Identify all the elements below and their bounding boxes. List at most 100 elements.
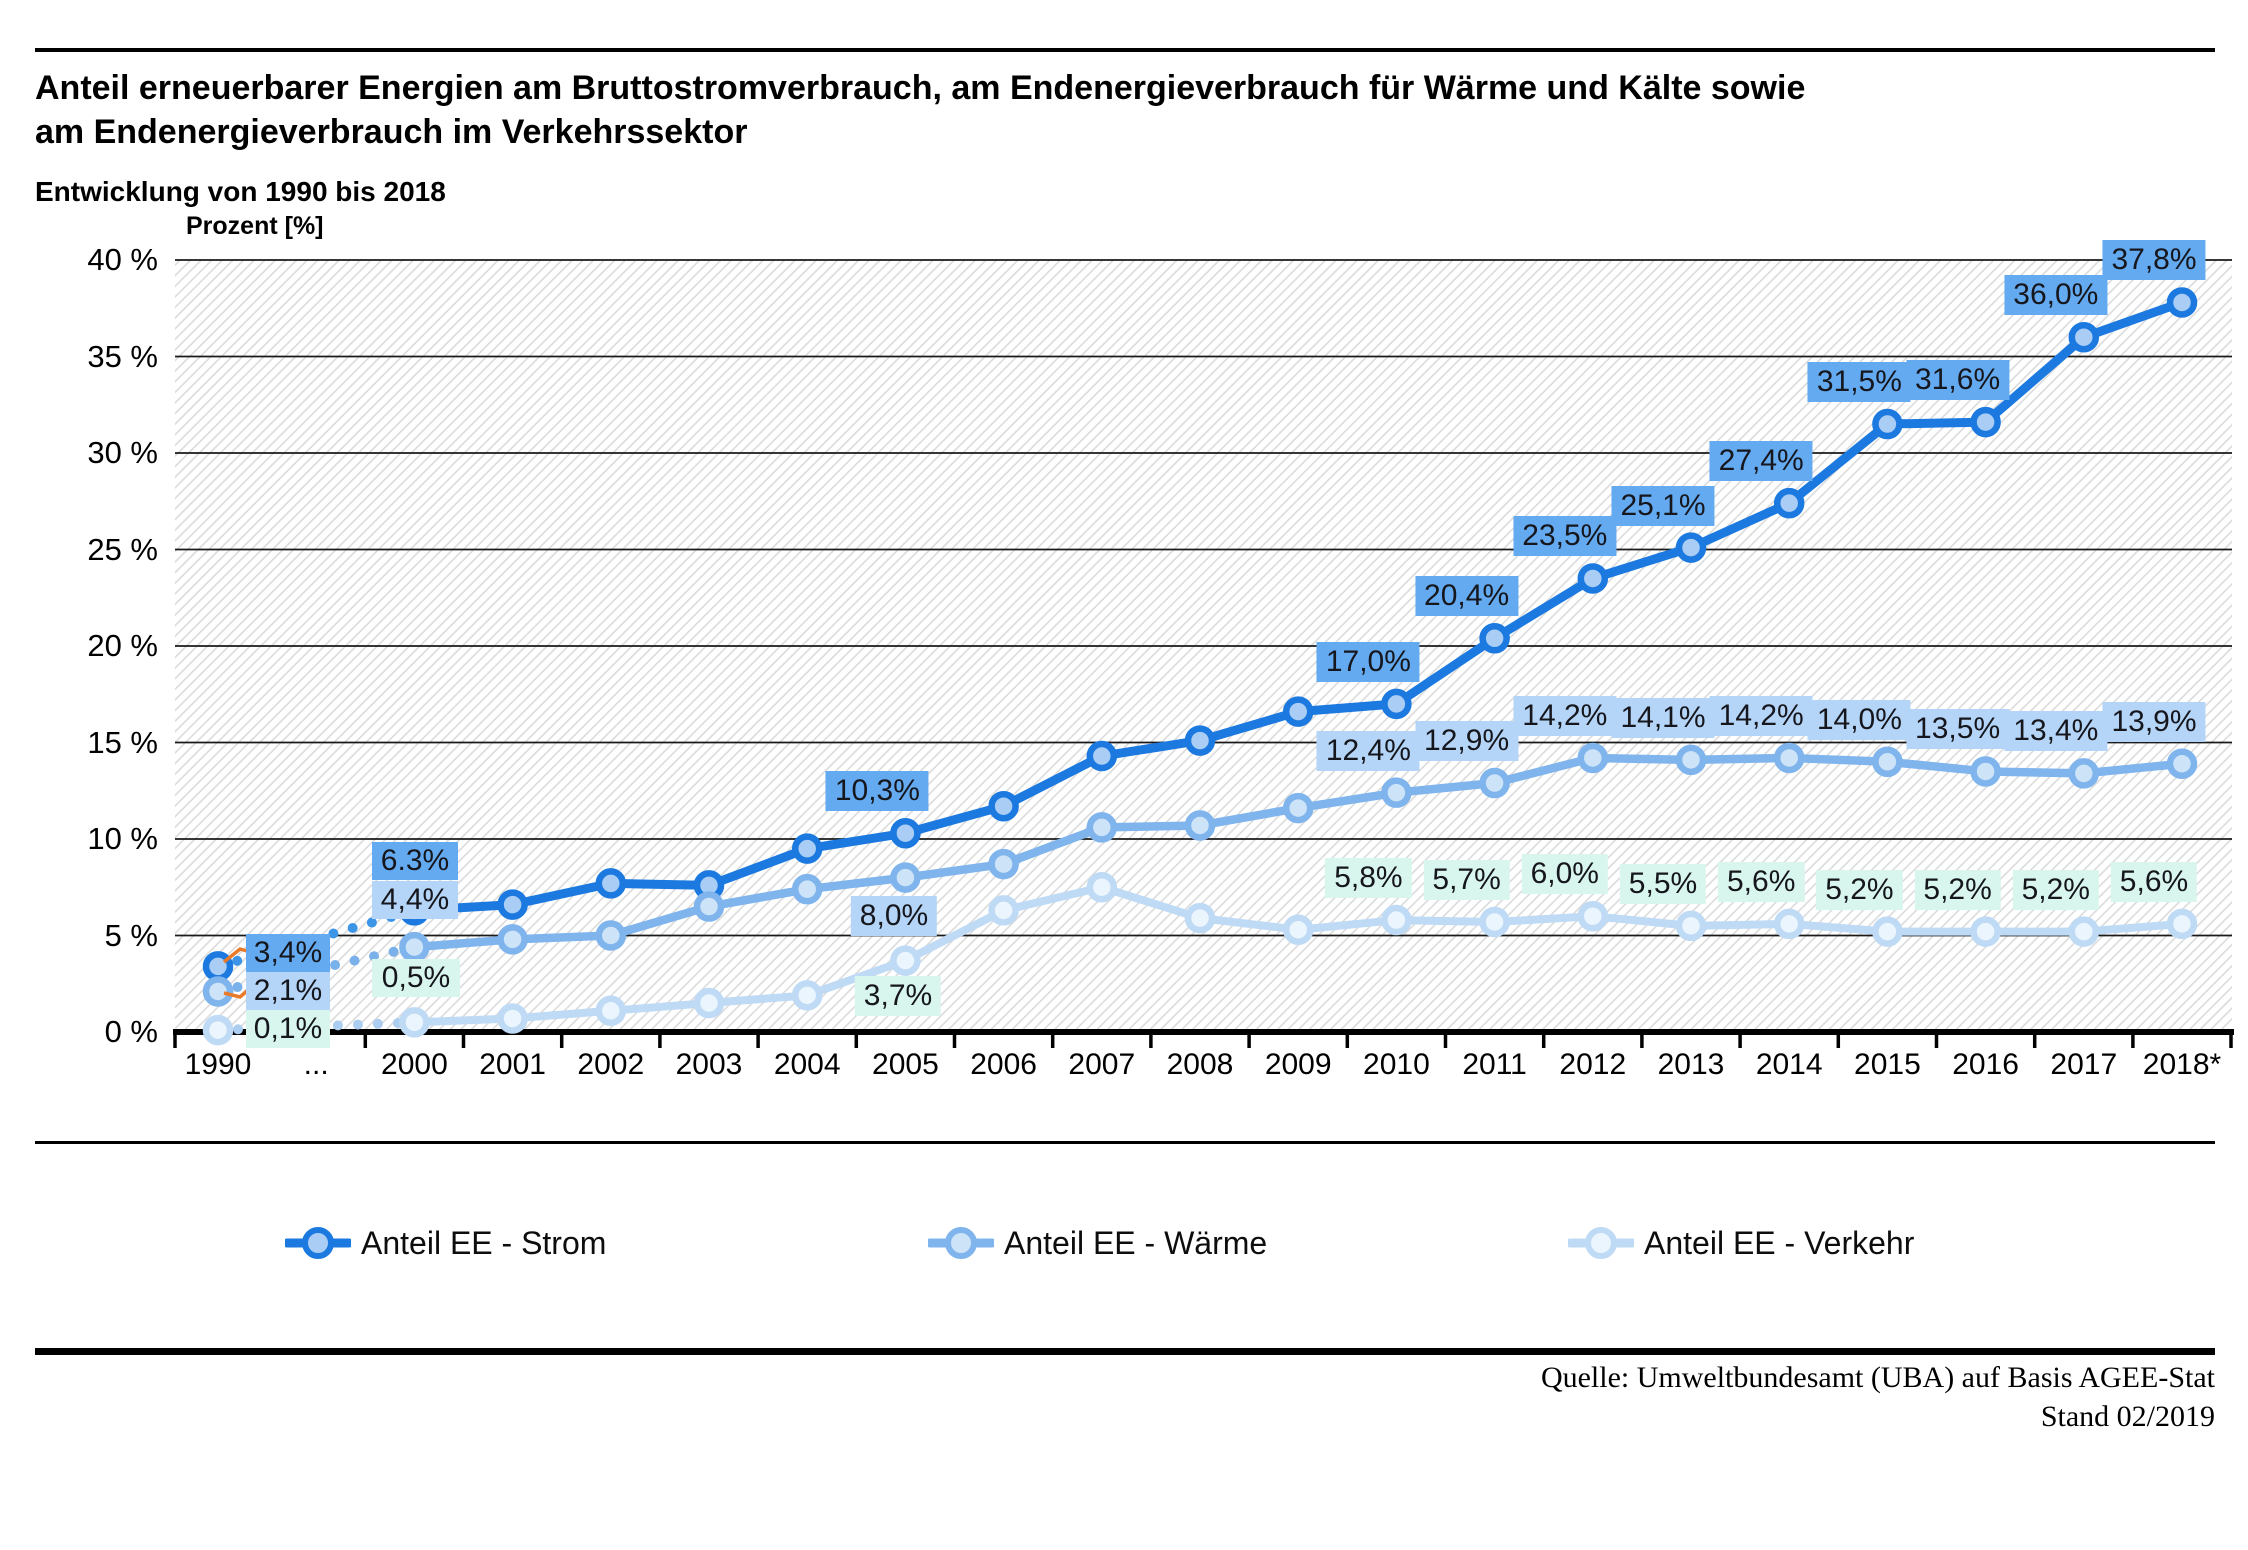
verkehr-marker-2016 <box>1970 916 2001 947</box>
wrme-marker-2010 <box>1381 777 1412 808</box>
callout-wrme-2013: 14,1% <box>1611 697 1715 738</box>
wrme-marker-2018* <box>2166 748 2198 779</box>
verkehr-marker-2005 <box>890 945 921 976</box>
wrme-marker-2009 <box>1282 792 1314 824</box>
legend-label-verkehr: Anteil EE - Verkehr <box>1644 1224 1915 1261</box>
verkehr-marker-2009 <box>1282 914 1314 945</box>
wrme-marker-2015 <box>1872 746 1903 778</box>
chart-title: Anteil erneuerbarer Energien am Bruttost… <box>35 66 1805 154</box>
verkehr-marker-2002 <box>595 995 627 1027</box>
wrme-marker-2013 <box>1675 744 1707 776</box>
legend-label-wrme: Anteil EE - Wärme <box>1004 1224 1268 1261</box>
callout-wrme-2000: 4,4% <box>372 881 458 919</box>
callout-strom-2017: 36,0% <box>2004 275 2108 316</box>
callout-wrme-2010: 12,4% <box>1316 730 1420 771</box>
callout-strom-2014: 27,4% <box>1709 441 1813 482</box>
callout-wrme-2005: 8,0% <box>850 896 938 936</box>
x-axis-label-2003: 2003 <box>675 1048 743 1081</box>
strom-marker-2004 <box>791 833 823 864</box>
callout-strom-2005: 10,3% <box>825 771 929 812</box>
y-axis-label: 15 % <box>87 724 158 760</box>
callout-strom-2018: 37,8% <box>2102 240 2206 281</box>
legend-item-wrme: Anteil EE - Wärme <box>928 1222 1267 1264</box>
y-axis-label: 30 % <box>87 435 158 470</box>
wrme-marker-2007 <box>1086 812 1118 843</box>
connector-strom-1990 <box>222 947 248 964</box>
callout-wrme-2012: 14,2% <box>1513 695 1617 736</box>
callout-verkehr-2014: 5,6% <box>1717 861 1805 902</box>
chart-subtitle: Entwicklung von 1990 bis 2018 <box>35 176 446 207</box>
x-axis-label-2011: 2011 <box>1462 1048 1527 1081</box>
wrme-marker-2006 <box>988 848 1019 880</box>
callout-wrme-2016: 13,5% <box>1906 709 2010 750</box>
legend-marker-verkehr-icon <box>1568 1227 1634 1259</box>
wrme-marker-2017 <box>2068 758 2100 789</box>
x-axis-label-2001: 2001 <box>479 1048 546 1081</box>
strom-marker-2006 <box>988 790 1019 822</box>
x-axis-label-2007: 2007 <box>1068 1048 1136 1081</box>
y-axis-label: 5 % <box>104 917 158 953</box>
x-axis-label-1990: 1990 <box>184 1048 252 1081</box>
legend-marker-wrme-icon <box>928 1227 994 1259</box>
callout-strom-2010: 17,0% <box>1316 641 1420 682</box>
strom-marker-2008 <box>1184 725 1216 756</box>
y-axis-label: 35 % <box>87 338 158 374</box>
callout-strom-2012: 23,5% <box>1513 516 1617 557</box>
callout-verkehr-2015: 5,2% <box>1816 869 1903 910</box>
verkehr-marker-2018* <box>2166 908 2198 940</box>
legend-label-strom: Anteil EE - Strom <box>361 1224 607 1261</box>
verkehr-marker-2011 <box>1479 906 1510 938</box>
wrme-marker-2004 <box>791 873 823 905</box>
verkehr-marker-2007 <box>1086 872 1118 903</box>
strom-marker-2005 <box>890 817 921 849</box>
y-axis-label: 40 % <box>87 242 158 277</box>
callout-strom-2015: 31,5% <box>1807 362 1911 403</box>
verkehr-marker-2013 <box>1675 910 1707 942</box>
x-axis-label-2000: 2000 <box>381 1048 448 1081</box>
callout-strom-2016: 31,6% <box>1906 360 2010 401</box>
x-axis-label-2013: 2013 <box>1657 1048 1725 1081</box>
y-axis-label: 25 % <box>87 531 158 567</box>
y-axis-label: 20 % <box>87 628 158 663</box>
callout-strom-2000: 6.3% <box>372 842 458 880</box>
source-line1: Quelle: Umweltbundesamt (UBA) auf Basis … <box>1540 1361 2215 1394</box>
verkehr-marker-1990 <box>202 1014 234 1046</box>
callout-verkehr-2005: 3,7% <box>854 976 942 1016</box>
callout-wrme-2011: 12,9% <box>1415 721 1519 762</box>
callout-verkehr-2018: 5,6% <box>2110 861 2198 902</box>
strom-marker-2013 <box>1675 532 1707 563</box>
legend-divider <box>35 1141 2215 1144</box>
wrme-marker-1990 <box>202 976 234 1007</box>
x-axis-label-2017: 2017 <box>2050 1048 2118 1081</box>
wrme-marker-2011 <box>1479 767 1510 799</box>
wrme-marker-2005 <box>890 862 921 893</box>
x-axis-label-2014: 2014 <box>1755 1048 1823 1081</box>
verkehr-marker-2004 <box>791 980 823 1011</box>
x-axis-label-2004: 2004 <box>773 1048 841 1081</box>
source-line2: Stand 02/2019 <box>2040 1400 2215 1433</box>
x-axis-label-2009: 2009 <box>1264 1048 1332 1081</box>
source-note: Quelle: Umweltbundesamt (UBA) auf Basis … <box>1541 1358 2215 1436</box>
x-axis-label-2005: 2005 <box>872 1048 939 1081</box>
x-axis-label-2010: 2010 <box>1363 1048 1430 1081</box>
legend-marker-strom-icon <box>285 1227 351 1259</box>
verkehr-marker-2000 <box>399 1007 430 1038</box>
x-axis-label-2002: 2002 <box>577 1048 645 1081</box>
strom-marker-2015 <box>1872 408 1903 440</box>
wrme-marker-2014 <box>1773 742 1805 774</box>
footer-divider <box>35 1348 2215 1355</box>
x-axis-label-2006: 2006 <box>970 1048 1037 1081</box>
wrme-marker-2001 <box>497 924 528 955</box>
top-divider <box>35 48 2215 52</box>
verkehr-marker-2001 <box>497 1003 528 1034</box>
x-axis-label-2012: 2012 <box>1559 1048 1627 1081</box>
callout-verkehr-2000: 0,5% <box>372 959 460 997</box>
callout-verkehr-2013: 5,5% <box>1619 863 1707 904</box>
verkehr-marker-2006 <box>988 895 1019 926</box>
callout-wrme-2015: 14,0% <box>1807 699 1911 740</box>
x-axis-line <box>173 1029 2234 1035</box>
strom-marker-2018* <box>2166 287 2198 318</box>
callout-verkehr-2012: 6,0% <box>1521 854 1608 895</box>
